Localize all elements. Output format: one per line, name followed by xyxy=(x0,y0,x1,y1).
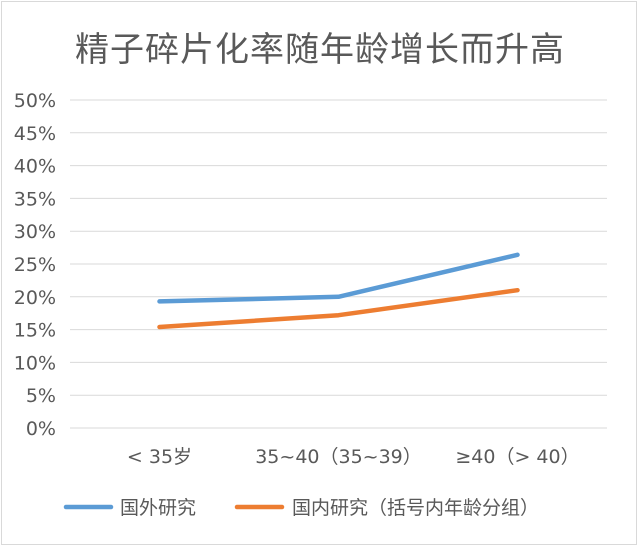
gridlines xyxy=(70,99,607,429)
y-tick-label: 30% xyxy=(14,221,56,243)
series-lines xyxy=(157,252,520,330)
legend: 国外研究 国内研究（括号内年龄分组） xyxy=(63,497,539,519)
y-tick-label: 15% xyxy=(14,320,56,342)
legend-label: 国内研究（括号内年龄分组） xyxy=(292,497,539,519)
x-tick-label: 35~40（35~39） xyxy=(255,446,422,468)
x-tick-label: ≥40（> 40） xyxy=(455,446,579,468)
y-tick-label: 35% xyxy=(14,188,56,210)
y-tick-label: 0% xyxy=(26,418,56,440)
legend-item: 国内研究（括号内年龄分组） xyxy=(234,497,539,519)
x-axis-ticks: < 35岁 35~40（35~39） ≥40（> 40） xyxy=(127,446,580,468)
y-tick-label: 25% xyxy=(14,254,56,276)
y-tick-label: 5% xyxy=(26,385,56,407)
y-tick-label: 50% xyxy=(14,90,56,112)
y-tick-label: 10% xyxy=(14,352,56,374)
y-tick-label: 40% xyxy=(14,156,56,178)
legend-item: 国外研究 xyxy=(63,497,196,519)
series-line-1 xyxy=(157,252,520,304)
x-tick-label: < 35岁 xyxy=(127,446,192,468)
y-axis-ticks: 0% 5% 10% 15% 20% 25% 30% 35% 40% 45% 50% xyxy=(14,90,56,440)
y-tick-label: 45% xyxy=(14,123,56,145)
chart-title: 精子碎片化率随年龄增长而升高 xyxy=(75,30,565,70)
y-tick-label: 20% xyxy=(14,287,56,309)
legend-label: 国外研究 xyxy=(120,497,196,519)
